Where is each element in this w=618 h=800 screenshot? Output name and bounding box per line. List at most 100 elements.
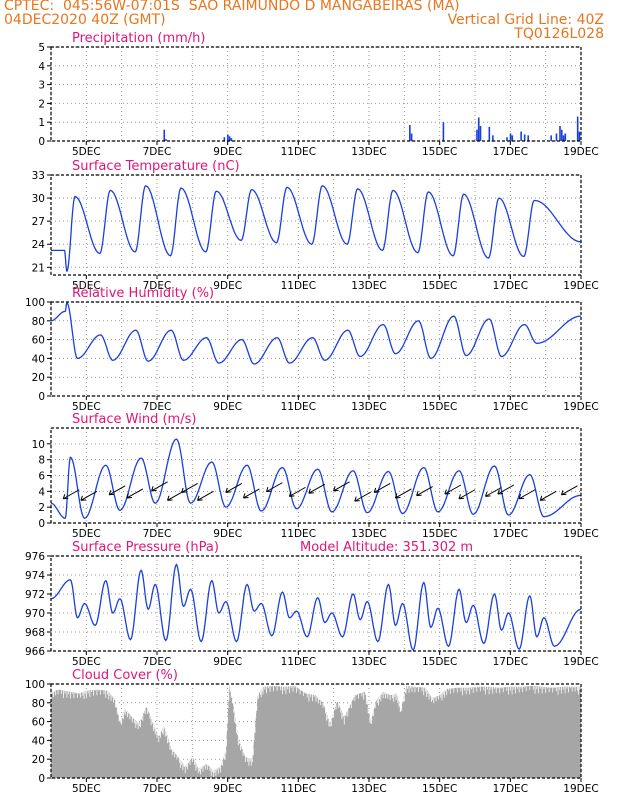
wind-vector [373,482,391,493]
rh-xtick-label: 11DEC [281,401,316,413]
cloud-xtick-label: 7DEC [143,783,172,795]
cloud-panel [47,683,582,782]
pressure-xtick-label: 11DEC [281,656,316,668]
wind-vector-head [560,490,567,496]
wind-vector-head [354,496,360,502]
wind-vector-head [416,490,422,497]
wind-vector-head [308,488,314,494]
temp-xtick-label: 17DEC [493,280,528,292]
precip-ytick-label: 3 [38,80,45,92]
wind-xtick-label: 11DEC [281,528,316,540]
pressure-xtick-label: 19DEC [563,656,598,668]
cloud-xtick-label: 11DEC [281,783,316,795]
rh-ytick-label: 100 [25,297,45,309]
wind-vector [333,481,350,492]
precip-bar [576,116,579,141]
precip-bar [121,140,123,141]
wind-vector-head [518,494,525,500]
rh-xtick-label: 7DEC [143,401,172,413]
precip-xtick-label: 5DEC [72,146,101,158]
wind-vector [63,489,80,500]
precip-xtick-label: 19DEC [563,146,598,158]
temp-xtick-label: 19DEC [563,280,598,292]
wind-vector-head [394,493,401,499]
temp-panel [47,174,582,279]
wind-xtick-label: 17DEC [493,528,528,540]
precip-ytick-label: 1 [38,117,45,129]
pressure-ytick-label: 972 [25,589,45,601]
wind-xtick-label: 7DEC [143,528,172,540]
pressure-panel [47,555,582,655]
precip-bar [476,129,478,141]
wind-vector [151,481,168,492]
temp-frame [50,174,582,276]
wind-vector [458,489,476,500]
wind-series-line [50,438,582,520]
wind-vector-head [151,486,157,492]
precip-bar [230,138,233,141]
cloud-xtick-label: 17DEC [493,783,528,795]
rh-xtick-label: 13DEC [351,401,386,413]
precip-xtick-label: 17DEC [493,146,528,158]
cloud-xtick-label: 9DEC [213,783,242,795]
wind-vector-head [242,493,249,499]
wind-ytick-label: 2 [38,502,45,514]
cloud-title: Cloud Cover (%) [72,668,178,683]
wind-vector [308,483,326,494]
pressure-xtick-label: 13DEC [351,656,386,668]
wind-vector-head [333,486,339,492]
cloud-ytick-label: 60 [32,717,45,729]
cloud-ytick-label: 20 [32,754,45,766]
wind-title: Surface Wind (m/s) [72,412,196,427]
wind-vector-head [225,487,231,493]
wind-ytick-label: 4 [38,486,45,498]
precip-bar [89,140,91,141]
run-datetime: 04DEC2020 40Z (GMT) [4,12,166,28]
rh-xtick-label: 19DEC [563,401,598,413]
temp-ytick-label: 30 [32,193,45,205]
pressure-ytick-label: 974 [25,570,45,582]
vertical-grid-note: Vertical Grid Line: 40Z [447,12,604,28]
cloud-xtick-label: 15DEC [422,783,457,795]
precip-bar [523,134,526,141]
precip-bar [506,137,508,141]
precip-bar [560,129,563,141]
wind-vector-head [539,495,546,501]
rh-xtick-label: 17DEC [493,401,528,413]
precip-bar [492,135,494,141]
temp-ytick-label: 24 [32,239,46,251]
pressure-xtick-label: 17DEC [493,656,528,668]
rh-title: Relative Humidity (%) [72,286,214,301]
wind-vector-head [373,487,380,493]
pressure-title: Surface Pressure (hPa) [72,540,219,555]
wind-vector [197,490,214,501]
wind-vector [540,490,557,501]
wind-vector [266,482,283,493]
wind-vector-head [497,489,503,495]
wind-vector [561,485,578,496]
rh-xtick-label: 9DEC [213,401,242,413]
wind-ytick-label: 0 [38,518,45,530]
wind-xtick-label: 13DEC [351,528,386,540]
precip-bar [479,125,482,141]
temp-xtick-label: 11DEC [281,280,316,292]
wind-vector-head [458,494,465,500]
cloud-ytick-label: 80 [32,698,45,710]
wind-vector [181,482,198,493]
precip-xtick-label: 7DEC [143,146,172,158]
rh-xtick-label: 5DEC [72,401,101,413]
precip-bar [550,135,552,141]
precip-bar [227,134,229,141]
wind-vector-head [181,487,187,493]
precip-xtick-label: 11DEC [281,146,316,158]
precip-bar [409,125,411,141]
wind-vector-head [265,486,272,493]
wind-vector [289,486,306,497]
precip-panel [47,46,582,145]
cloud-ytick-label: 100 [25,679,45,691]
temp-xtick-label: 7DEC [143,280,172,292]
precip-bar [559,125,561,141]
precip-bar [477,117,480,141]
wind-vector [225,482,243,493]
